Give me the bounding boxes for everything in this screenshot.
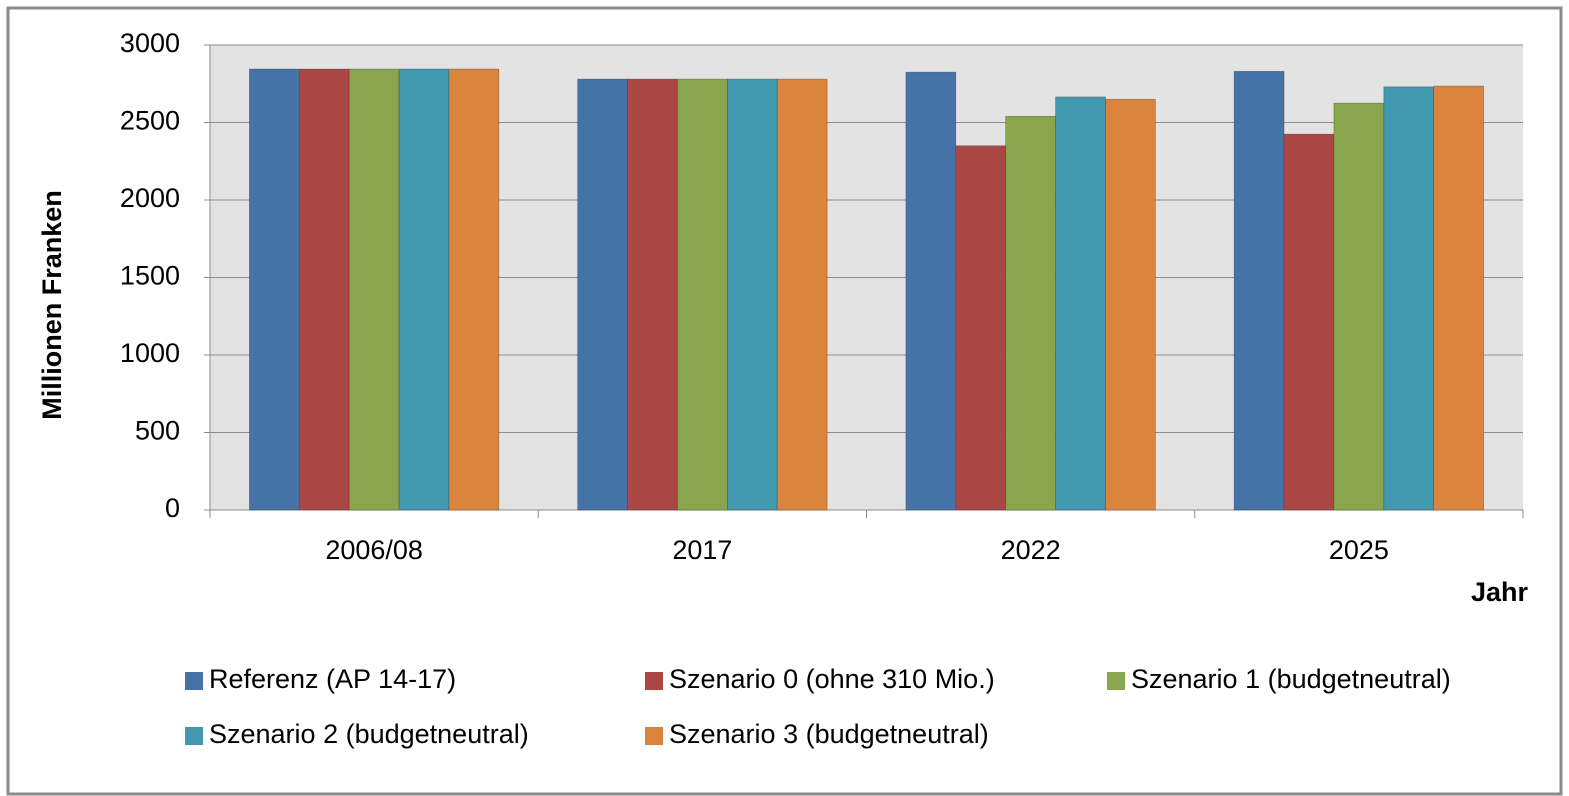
bar	[298, 68, 350, 511]
legend-swatch	[645, 727, 663, 745]
legend-label: Szenario 3 (budgetneutral)	[669, 719, 989, 749]
bar	[905, 71, 957, 511]
bar	[1233, 71, 1285, 511]
bar	[249, 68, 300, 511]
bar	[1433, 85, 1484, 511]
legend-label: Szenario 2 (budgetneutral)	[209, 719, 529, 749]
y-tick-label: 2500	[120, 106, 180, 136]
bar	[448, 68, 500, 511]
legend-swatch	[645, 672, 663, 690]
y-tick-label: 3000	[120, 28, 180, 58]
bar	[1005, 116, 1056, 511]
x-tick-label: 2022	[1001, 535, 1061, 565]
y-axis-label: Millionen Franken	[37, 190, 67, 420]
x-axis-label: Jahr	[1471, 577, 1529, 607]
x-tick-label: 2006/08	[325, 535, 423, 565]
bar	[1105, 98, 1156, 511]
bar	[627, 78, 678, 511]
bar	[1383, 86, 1435, 511]
bar	[727, 78, 778, 511]
y-tick-label: 1000	[120, 338, 180, 368]
bar	[348, 68, 400, 511]
y-tick-label: 0	[165, 493, 180, 523]
bar	[1283, 133, 1335, 511]
bar	[677, 78, 728, 511]
bar	[398, 68, 450, 511]
legend-label: Referenz (AP 14-17)	[209, 664, 456, 694]
legend-swatch	[185, 672, 203, 690]
bar	[955, 145, 1006, 511]
x-tick-label: 2017	[672, 535, 732, 565]
legend-label: Szenario 0 (ohne 310 Mio.)	[669, 664, 995, 694]
bar	[776, 78, 828, 511]
bar	[1055, 96, 1106, 511]
bar	[577, 78, 628, 511]
y-tick-label: 500	[135, 416, 180, 446]
y-tick-label: 1500	[120, 261, 180, 291]
x-tick-label: 2025	[1329, 535, 1389, 565]
y-tick-label: 2000	[120, 183, 180, 213]
legend-swatch	[1107, 672, 1125, 690]
bar	[1333, 102, 1385, 511]
legend-label: Szenario 1 (budgetneutral)	[1131, 664, 1451, 694]
legend-swatch	[185, 727, 203, 745]
